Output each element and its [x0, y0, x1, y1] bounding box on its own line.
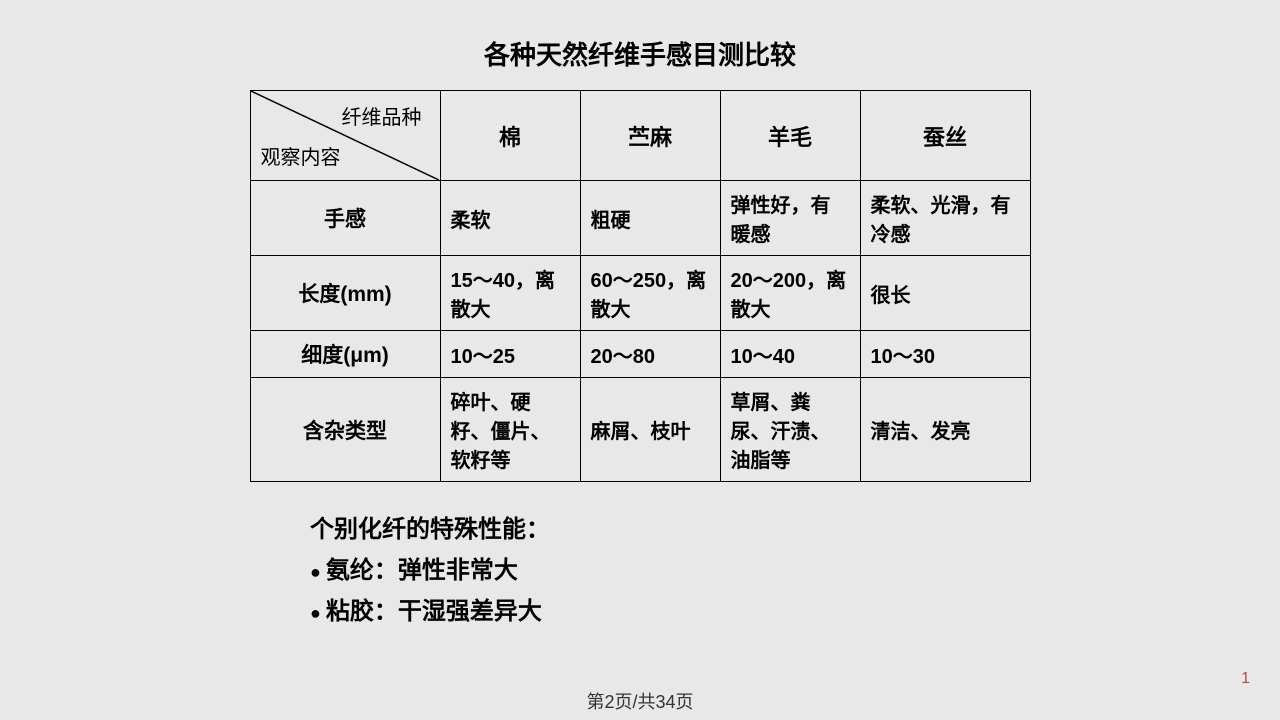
cell-0-0: 柔软: [440, 181, 580, 256]
table-container: 纤维品种 观察内容 棉 苎麻 羊毛 蚕丝 手感 柔软 粗硬 弹性好，有暖感 柔软…: [0, 90, 1280, 482]
cell-2-1: 20～80: [580, 331, 720, 378]
cell-1-1: 60～250，离散大: [580, 256, 720, 331]
cell-1-0: 15～40，离散大: [440, 256, 580, 331]
diag-bottom-label: 观察内容: [261, 141, 341, 170]
cell-2-0: 10～25: [440, 331, 580, 378]
diag-top-label: 纤维品种: [342, 101, 422, 130]
notes-section: 个别化纤的特殊性能： 氨纶：弹性非常大 粘胶：干湿强差异大: [310, 510, 1280, 632]
page-title: 各种天然纤维手感目测比较: [0, 0, 1280, 90]
notes-item-1: 粘胶：干湿强差异大: [310, 592, 1280, 633]
cell-3-2: 草屑、粪尿、汗渍、油脂等: [720, 378, 860, 482]
row-header-1: 长度(mm): [250, 256, 440, 331]
cell-1-2: 20～200，离散大: [720, 256, 860, 331]
cell-3-3: 清洁、发亮: [860, 378, 1030, 482]
col-header-2: 羊毛: [720, 91, 860, 181]
table-row: 手感 柔软 粗硬 弹性好，有暖感 柔软、光滑，有冷感: [250, 181, 1030, 256]
row-header-3: 含杂类型: [250, 378, 440, 482]
row-header-0: 手感: [250, 181, 440, 256]
cell-1-3: 很长: [860, 256, 1030, 331]
cell-3-1: 麻屑、枝叶: [580, 378, 720, 482]
cell-2-3: 10～30: [860, 331, 1030, 378]
cell-0-2: 弹性好，有暖感: [720, 181, 860, 256]
cell-0-3: 柔软、光滑，有冷感: [860, 181, 1030, 256]
comparison-table: 纤维品种 观察内容 棉 苎麻 羊毛 蚕丝 手感 柔软 粗硬 弹性好，有暖感 柔软…: [250, 90, 1031, 482]
cell-0-1: 粗硬: [580, 181, 720, 256]
col-header-1: 苎麻: [580, 91, 720, 181]
page-footer: 第2页/共34页: [0, 688, 1280, 714]
table-header-row: 纤维品种 观察内容 棉 苎麻 羊毛 蚕丝: [250, 91, 1030, 181]
notes-item-0: 氨纶：弹性非常大: [310, 551, 1280, 592]
table-row: 含杂类型 碎叶、硬籽、僵片、软籽等 麻屑、枝叶 草屑、粪尿、汗渍、油脂等 清洁、…: [250, 378, 1030, 482]
row-header-2: 细度(μm): [250, 331, 440, 378]
notes-heading: 个别化纤的特殊性能：: [310, 510, 1280, 551]
table-row: 细度(μm) 10～25 20～80 10～40 10～30: [250, 331, 1030, 378]
page-corner-number: 1: [1241, 670, 1250, 688]
col-header-3: 蚕丝: [860, 91, 1030, 181]
cell-2-2: 10～40: [720, 331, 860, 378]
cell-3-0: 碎叶、硬籽、僵片、软籽等: [440, 378, 580, 482]
col-header-0: 棉: [440, 91, 580, 181]
diagonal-header-cell: 纤维品种 观察内容: [250, 91, 440, 181]
table-row: 长度(mm) 15～40，离散大 60～250，离散大 20～200，离散大 很…: [250, 256, 1030, 331]
